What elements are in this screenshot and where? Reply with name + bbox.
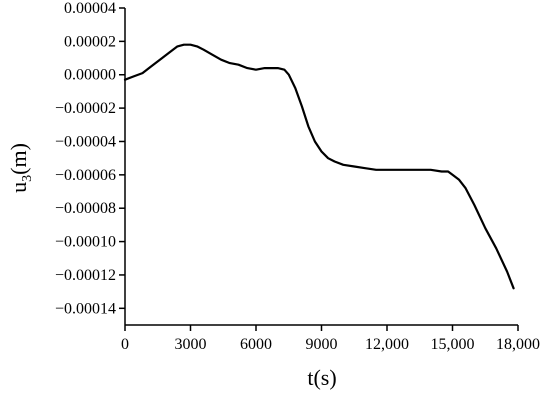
y-axis-title-unit: (m) — [6, 143, 31, 175]
x-tick-label: 3000 — [175, 336, 207, 353]
y-tick-label: 0.00004 — [64, 0, 116, 17]
y-axis: 0.00004 0.00002 0.00000 −0.00002 −0.00004 −0.… — [55, 0, 126, 325]
y-tick-label: −0.00008 — [55, 200, 116, 217]
x-tick-label: 6000 — [240, 336, 272, 353]
x-axis-title: t(s) — [307, 365, 336, 390]
y-axis-title: u3(m) — [6, 143, 35, 193]
y-tick-label: −0.00010 — [55, 234, 116, 251]
y-tick-label: 0.00000 — [64, 67, 116, 84]
y-axis-title-subscript: 3 — [20, 175, 35, 182]
x-ticks: 0 3000 6000 9000 12,000 15,000 18,000 — [121, 325, 540, 353]
plot-series — [123, 43, 515, 290]
y-ticks: 0.00004 0.00002 0.00000 −0.00002 −0.00004 −0.… — [55, 0, 125, 317]
x-axis: 0 3000 6000 9000 12,000 15,000 18,000 — [121, 324, 540, 353]
y-tick-label: −0.00006 — [55, 167, 116, 184]
y-axis-title-main: u — [6, 182, 31, 193]
series-line — [123, 43, 515, 290]
y-tick-label: −0.00014 — [55, 300, 116, 317]
y-tick-label: 0.00002 — [64, 33, 116, 50]
x-tick-label: 18,000 — [496, 336, 540, 353]
y-tick-label: −0.00004 — [55, 133, 116, 150]
y-tick-label: −0.00002 — [55, 100, 116, 117]
y-tick-label: −0.00012 — [55, 267, 116, 284]
x-tick-label: 0 — [121, 336, 129, 353]
x-tick-label: 12,000 — [365, 336, 409, 353]
x-tick-label: 15,000 — [431, 336, 475, 353]
x-tick-label: 9000 — [306, 336, 338, 353]
